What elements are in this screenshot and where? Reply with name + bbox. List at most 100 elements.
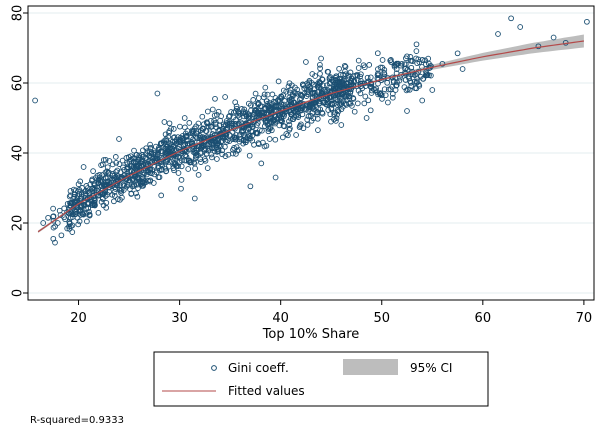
data-point (80, 164, 87, 170)
data-point (283, 131, 290, 137)
data-point (312, 73, 318, 79)
data-point (131, 174, 138, 180)
data-point (161, 138, 167, 144)
data-point (360, 62, 367, 69)
data-point (170, 126, 177, 132)
data-point (134, 193, 141, 200)
data-point (212, 140, 219, 146)
data-point (251, 141, 257, 148)
data-point (261, 123, 268, 129)
data-point (259, 127, 265, 134)
data-point (232, 99, 239, 106)
data-point (342, 101, 349, 107)
legend-frame (153, 351, 489, 407)
data-point (156, 174, 163, 181)
data-point (181, 115, 188, 121)
data-point (64, 200, 71, 207)
data-point (328, 118, 334, 125)
data-point (164, 150, 170, 157)
data-point (176, 159, 183, 166)
data-point (74, 214, 81, 221)
data-point (367, 74, 374, 81)
data-point (296, 124, 303, 131)
data-point (69, 229, 76, 235)
data-point (215, 148, 221, 155)
data-point (135, 185, 141, 191)
data-point (277, 117, 284, 124)
data-point (357, 90, 364, 97)
data-point (249, 114, 256, 121)
data-point (118, 189, 124, 196)
data-point (379, 64, 386, 71)
data-point (247, 183, 254, 190)
data-point (92, 175, 99, 181)
data-point (287, 98, 294, 105)
data-point (52, 223, 58, 230)
data-point (150, 180, 157, 186)
data-point (140, 158, 146, 164)
data-point (50, 235, 57, 242)
data-point (350, 73, 356, 80)
data-point (417, 73, 424, 80)
legend-ci-swatch (343, 359, 398, 375)
data-point (354, 77, 361, 83)
data-point (115, 174, 122, 181)
data-point (495, 31, 501, 37)
data-point (191, 195, 198, 202)
data-point (285, 132, 291, 139)
data-point (265, 128, 272, 135)
data-point (153, 169, 160, 176)
data-point (327, 111, 334, 118)
data-point (290, 99, 297, 106)
data-point (185, 166, 192, 172)
data-point (303, 102, 310, 109)
data-point (131, 147, 137, 154)
data-point (204, 165, 211, 171)
data-point (156, 146, 162, 153)
data-point (217, 143, 224, 150)
data-point (289, 116, 296, 122)
data-point (267, 106, 273, 112)
data-point (320, 99, 327, 106)
data-point (233, 151, 239, 157)
data-point (105, 170, 111, 176)
data-point (584, 18, 590, 25)
data-point (111, 193, 118, 199)
data-point (96, 171, 103, 178)
data-point (408, 79, 414, 86)
data-point (173, 163, 180, 169)
data-point (355, 65, 362, 71)
data-point (251, 111, 257, 118)
data-point (77, 204, 84, 211)
data-point (193, 134, 199, 140)
data-point (328, 77, 335, 83)
data-point (261, 91, 268, 98)
data-point (124, 161, 131, 167)
data-point (100, 157, 107, 163)
data-point (184, 128, 191, 134)
data-point (86, 190, 93, 197)
data-point (369, 87, 375, 94)
data-point (172, 161, 178, 168)
data-point (70, 186, 77, 193)
data-point (220, 125, 226, 132)
data-point (402, 77, 409, 83)
data-point (381, 70, 387, 76)
data-point (231, 134, 237, 141)
data-point (89, 202, 96, 209)
data-point (423, 61, 429, 67)
data-point (131, 155, 137, 161)
data-point (166, 120, 173, 127)
x-tick-label: 20 (70, 311, 87, 326)
data-point (177, 123, 183, 130)
data-point (111, 198, 117, 205)
data-point (255, 95, 262, 101)
data-point (104, 164, 111, 171)
data-point (233, 116, 239, 123)
data-point (413, 48, 420, 54)
data-point (86, 211, 93, 218)
data-point (246, 126, 252, 132)
x-tick-label: 50 (373, 311, 390, 326)
data-point (247, 135, 254, 142)
data-point (175, 170, 182, 176)
